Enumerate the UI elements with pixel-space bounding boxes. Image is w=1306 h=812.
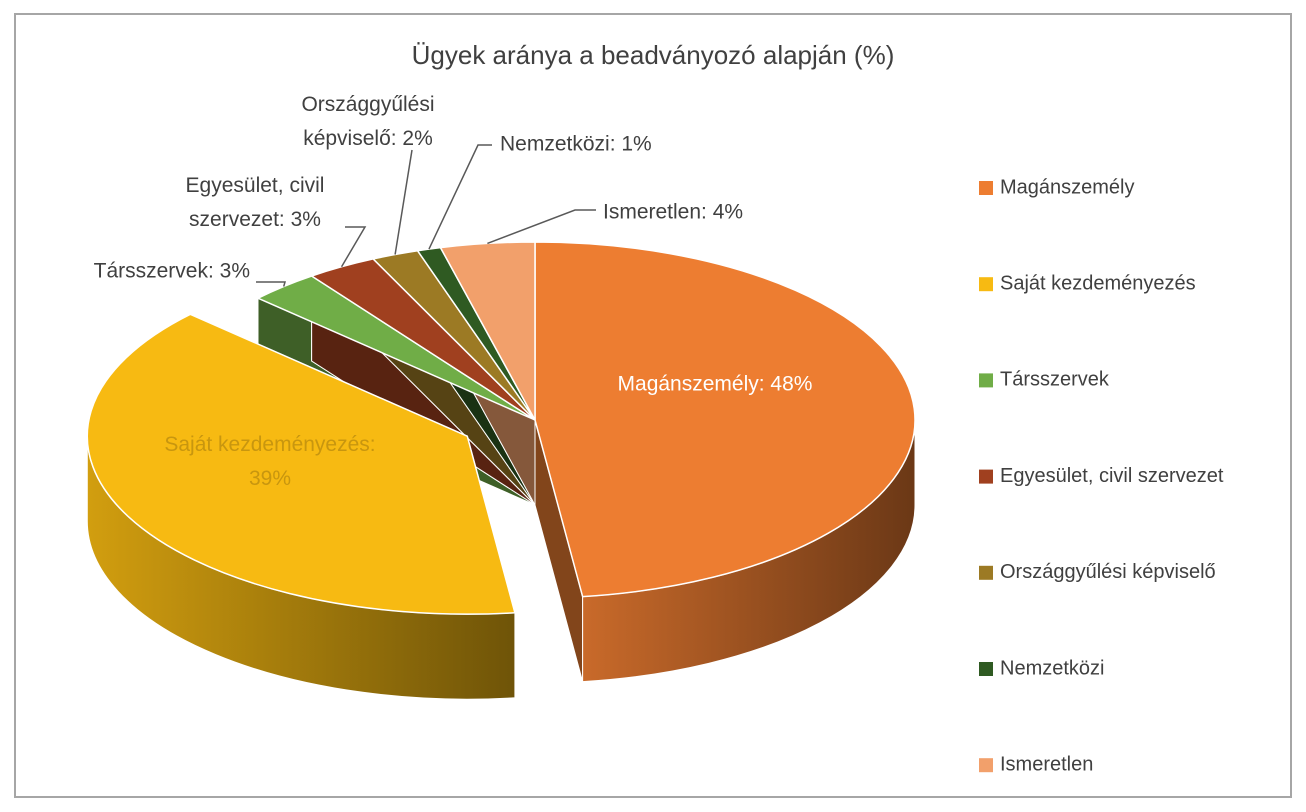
legend-label: Nemzetközi — [1000, 657, 1104, 679]
legend-label: Magánszemély — [1000, 176, 1135, 198]
legend-label: Társszervek — [1000, 369, 1110, 391]
legend-label: Saját kezdeményezés — [1000, 272, 1196, 294]
leader-line — [428, 144, 492, 250]
data-label: Országgyűlési képviselő: 2% — [301, 93, 434, 150]
data-label: Egyesület, civil szervezet: 3% — [186, 174, 325, 231]
data-label: Társszervek: 3% — [94, 260, 250, 283]
legend-label: Országgyűlési képviselő — [1000, 561, 1216, 583]
legend-swatch — [979, 277, 993, 292]
legend-swatch — [979, 181, 993, 195]
legend-swatch — [979, 565, 993, 580]
legend-swatch — [979, 373, 993, 388]
chart-title: Ügyek aránya a beadványozó alapján (%) — [412, 40, 895, 70]
slice — [534, 241, 916, 598]
data-label: Magánszemély: 48% — [618, 373, 813, 396]
legend-label: Ismeretlen — [1000, 753, 1093, 775]
leader-line — [340, 226, 367, 268]
legend-swatch — [979, 758, 993, 773]
leader-line — [256, 281, 286, 287]
slice — [86, 313, 516, 615]
leader-line — [394, 149, 413, 255]
legend-label: Egyesület, civil szervezet — [1000, 465, 1224, 487]
legend-swatch — [979, 469, 993, 484]
data-label: Ismeretlen: 4% — [603, 201, 743, 224]
legend-swatch — [979, 662, 993, 676]
data-label: Saját kezdeményezés: 39% — [164, 433, 375, 490]
data-label: Nemzetközi: 1% — [500, 133, 652, 156]
leader-line — [487, 209, 596, 245]
